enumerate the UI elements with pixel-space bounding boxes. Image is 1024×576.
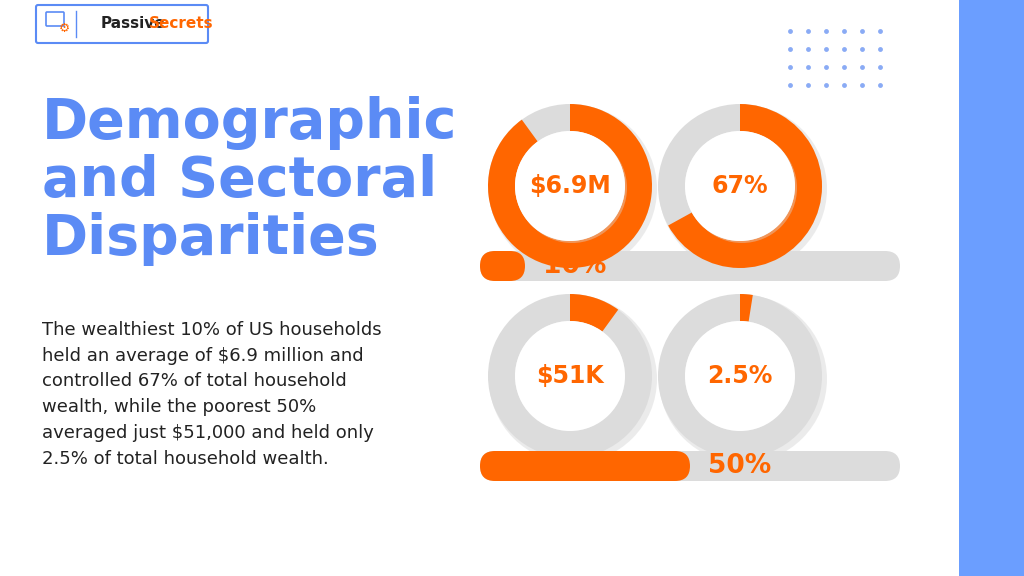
Text: The wealthiest 10% of US households
held an average of $6.9 million and
controll: The wealthiest 10% of US households held… bbox=[42, 321, 382, 468]
Wedge shape bbox=[488, 104, 652, 268]
FancyBboxPatch shape bbox=[480, 451, 690, 481]
Circle shape bbox=[515, 131, 625, 241]
Text: $51K: $51K bbox=[537, 364, 604, 388]
Circle shape bbox=[489, 295, 657, 463]
Wedge shape bbox=[488, 104, 652, 268]
Text: 2.5%: 2.5% bbox=[708, 364, 773, 388]
Text: Passive: Passive bbox=[100, 16, 165, 31]
Text: 50%: 50% bbox=[708, 453, 771, 479]
Circle shape bbox=[659, 295, 827, 463]
Text: ⚙: ⚙ bbox=[58, 21, 70, 35]
FancyBboxPatch shape bbox=[36, 5, 208, 43]
Text: and Sectoral: and Sectoral bbox=[42, 154, 437, 208]
Circle shape bbox=[685, 321, 795, 431]
Text: Demographic: Demographic bbox=[42, 96, 458, 150]
Circle shape bbox=[515, 321, 625, 431]
Text: $6.9M: $6.9M bbox=[529, 174, 611, 198]
Wedge shape bbox=[658, 294, 822, 458]
Wedge shape bbox=[740, 294, 753, 321]
Circle shape bbox=[517, 323, 627, 433]
Wedge shape bbox=[658, 104, 822, 268]
Circle shape bbox=[489, 105, 657, 273]
FancyBboxPatch shape bbox=[959, 0, 1024, 576]
Circle shape bbox=[517, 133, 627, 243]
FancyBboxPatch shape bbox=[480, 451, 900, 481]
FancyBboxPatch shape bbox=[480, 251, 525, 281]
Wedge shape bbox=[570, 294, 618, 332]
Text: Secrets: Secrets bbox=[148, 16, 213, 31]
FancyBboxPatch shape bbox=[480, 251, 900, 281]
Circle shape bbox=[687, 133, 797, 243]
Circle shape bbox=[685, 131, 795, 241]
Circle shape bbox=[687, 323, 797, 433]
Wedge shape bbox=[668, 104, 822, 268]
Circle shape bbox=[659, 105, 827, 273]
Wedge shape bbox=[488, 294, 652, 458]
Text: Disparities: Disparities bbox=[42, 212, 380, 266]
Text: 10%: 10% bbox=[543, 253, 606, 279]
Text: 67%: 67% bbox=[712, 174, 768, 198]
